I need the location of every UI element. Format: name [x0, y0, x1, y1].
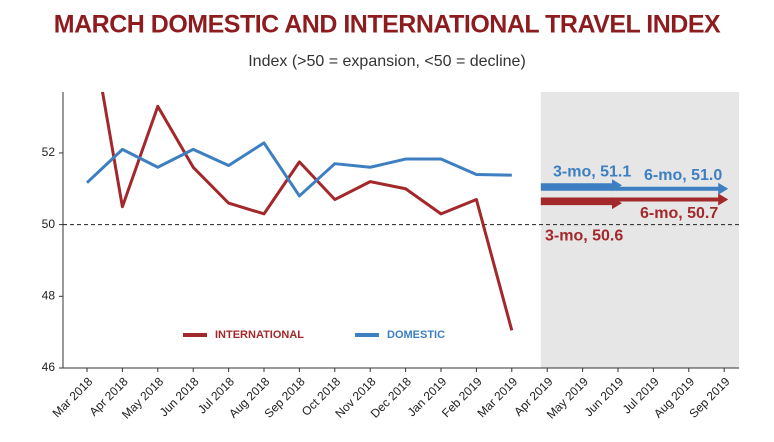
y-tick-label: 48 [42, 288, 56, 302]
x-tick-label: Mar 2018 [50, 374, 96, 420]
forecast-label: 3-mo, 51.1 [553, 163, 631, 180]
x-tick-label: Jun 2019 [582, 374, 627, 419]
forecast-label: 6-mo, 50.7 [640, 205, 718, 222]
y-tick-label: 50 [42, 217, 56, 231]
legend-label: DOMESTIC [387, 329, 445, 341]
x-tick-label: Jun 2018 [157, 374, 202, 419]
chart-subtitle: Index (>50 = expansion, <50 = decline) [248, 53, 526, 70]
y-tick-label: 52 [42, 145, 56, 159]
forecast-label: 3-mo, 50.6 [545, 227, 623, 244]
forecast-region [540, 92, 739, 368]
plot-area [85, 92, 514, 331]
series-line [85, 141, 512, 198]
legend-label: INTERNATIONAL [215, 329, 304, 341]
chart-title: MARCH DOMESTIC AND INTERNATIONAL TRAVEL … [54, 11, 721, 39]
arrow-head [718, 193, 729, 206]
forecast-label: 6-mo, 51.0 [644, 167, 722, 184]
y-tick-label: 46 [42, 360, 56, 374]
arrow-head [718, 182, 729, 195]
series-line [101, 92, 514, 331]
